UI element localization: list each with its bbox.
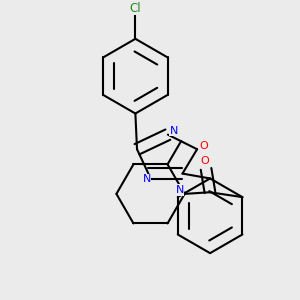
Text: Cl: Cl [130,2,141,15]
Text: N: N [169,126,178,136]
Text: O: O [200,156,209,166]
Text: O: O [200,141,208,151]
Text: N: N [142,174,151,184]
Text: N: N [176,185,184,195]
